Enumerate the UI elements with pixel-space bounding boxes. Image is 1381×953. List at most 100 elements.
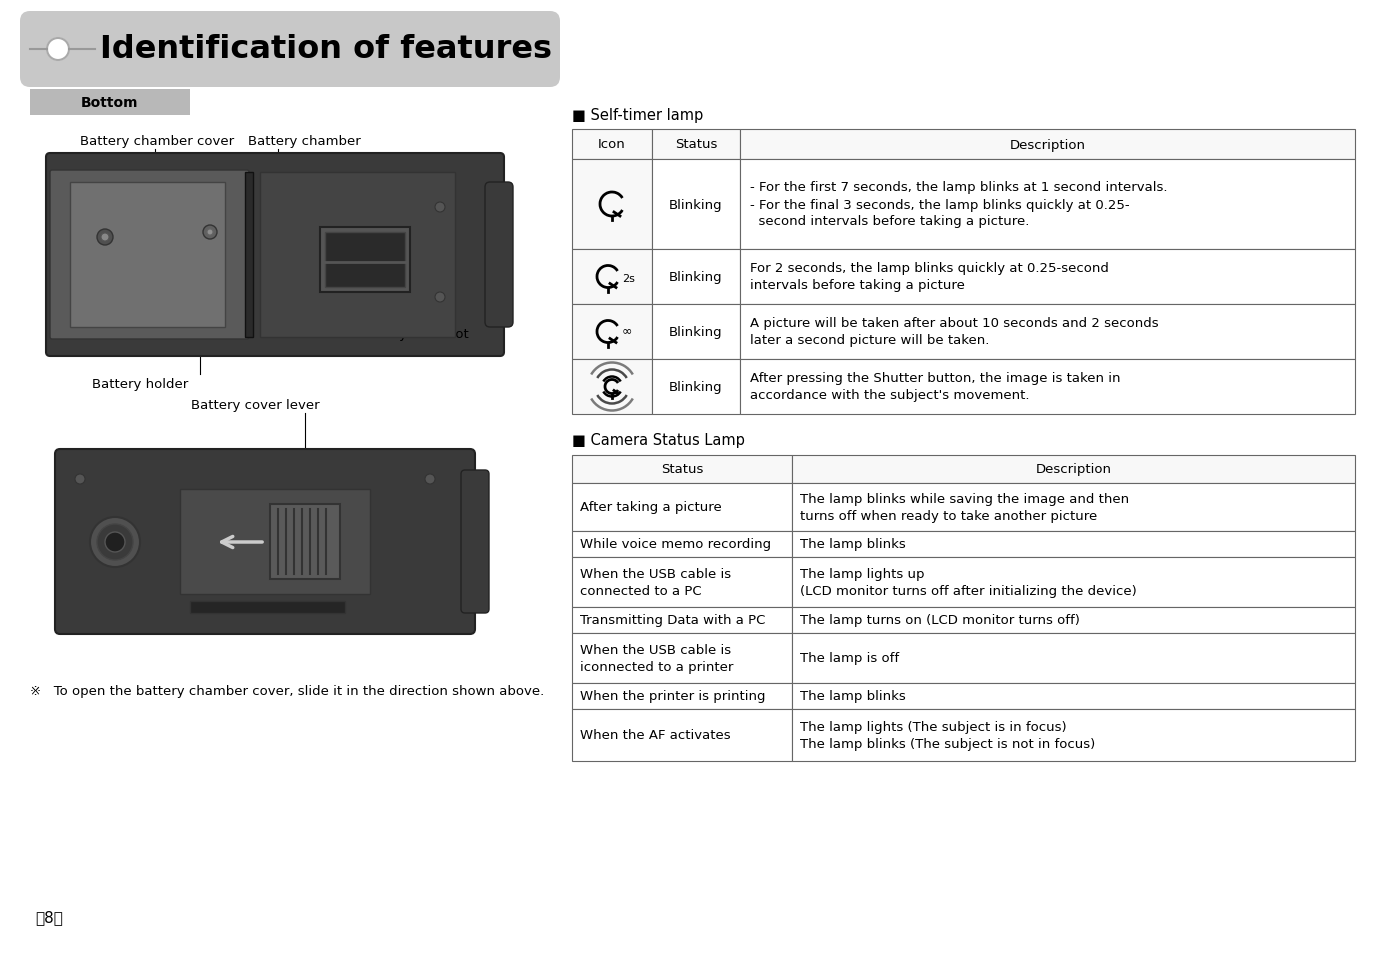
FancyBboxPatch shape bbox=[461, 471, 489, 614]
Bar bbox=[180, 490, 370, 595]
Bar bbox=[652, 250, 740, 305]
Text: The lamp turns on (LCD monitor turns off): The lamp turns on (LCD monitor turns off… bbox=[800, 614, 1080, 627]
Text: 2s: 2s bbox=[621, 274, 635, 284]
Text: 〈8〉: 〈8〉 bbox=[35, 909, 64, 924]
Bar bbox=[740, 160, 1355, 250]
Text: Transmitting Data with a PC: Transmitting Data with a PC bbox=[580, 614, 765, 627]
Bar bbox=[791, 532, 1355, 558]
Text: After taking a picture: After taking a picture bbox=[580, 501, 722, 514]
Bar bbox=[652, 160, 740, 250]
Text: After pressing the Shutter button, the image is taken in: After pressing the Shutter button, the i… bbox=[750, 372, 1120, 385]
Bar bbox=[572, 130, 652, 160]
Text: The lamp blinks: The lamp blinks bbox=[800, 690, 906, 702]
Bar bbox=[791, 558, 1355, 607]
Bar bbox=[572, 456, 791, 483]
Circle shape bbox=[101, 233, 109, 242]
Text: ■ Self-timer lamp: ■ Self-timer lamp bbox=[572, 108, 703, 123]
Text: second intervals before taking a picture.: second intervals before taking a picture… bbox=[750, 215, 1029, 229]
Circle shape bbox=[105, 533, 126, 553]
Text: Battery cover lever: Battery cover lever bbox=[191, 398, 319, 412]
Circle shape bbox=[425, 475, 435, 484]
Text: Battery chamber cover: Battery chamber cover bbox=[80, 135, 235, 148]
Text: ■ Camera Status Lamp: ■ Camera Status Lamp bbox=[572, 433, 744, 448]
Text: ※   To open the battery chamber cover, slide it in the direction shown above.: ※ To open the battery chamber cover, sli… bbox=[30, 684, 544, 698]
Bar bbox=[572, 305, 652, 359]
Bar bbox=[572, 634, 791, 683]
Text: Battery chamber: Battery chamber bbox=[249, 135, 360, 148]
FancyBboxPatch shape bbox=[50, 171, 249, 339]
Text: later a second picture will be taken.: later a second picture will be taken. bbox=[750, 335, 989, 347]
Text: Bottom: Bottom bbox=[81, 96, 138, 110]
Text: Blinking: Blinking bbox=[670, 198, 722, 212]
Bar bbox=[320, 228, 410, 293]
Text: Icon: Icon bbox=[598, 138, 626, 152]
Text: connected to a PC: connected to a PC bbox=[580, 584, 702, 598]
Text: Identification of features: Identification of features bbox=[99, 34, 552, 66]
Text: ∞: ∞ bbox=[621, 324, 632, 336]
Text: turns off when ready to take another picture: turns off when ready to take another pic… bbox=[800, 510, 1098, 522]
Text: intervals before taking a picture: intervals before taking a picture bbox=[750, 279, 965, 293]
Text: Blinking: Blinking bbox=[670, 380, 722, 394]
Bar bbox=[30, 90, 191, 116]
Text: - For the final 3 seconds, the lamp blinks quickly at 0.25-: - For the final 3 seconds, the lamp blin… bbox=[750, 198, 1130, 212]
Text: Status: Status bbox=[661, 463, 703, 476]
Bar bbox=[572, 359, 652, 415]
Bar bbox=[791, 709, 1355, 761]
Circle shape bbox=[97, 524, 133, 560]
Circle shape bbox=[203, 226, 217, 240]
Text: - For the first 7 seconds, the lamp blinks at 1 second intervals.: - For the first 7 seconds, the lamp blin… bbox=[750, 181, 1167, 194]
Text: Description: Description bbox=[1036, 463, 1112, 476]
Text: Blinking: Blinking bbox=[670, 326, 722, 338]
Bar bbox=[572, 709, 791, 761]
Text: When the USB cable is: When the USB cable is bbox=[580, 567, 731, 580]
Text: iconnected to a printer: iconnected to a printer bbox=[580, 660, 733, 673]
Bar bbox=[572, 558, 791, 607]
Circle shape bbox=[47, 39, 69, 61]
Circle shape bbox=[435, 293, 445, 303]
Bar bbox=[652, 359, 740, 415]
Circle shape bbox=[75, 475, 86, 484]
Text: accordance with the subject's movement.: accordance with the subject's movement. bbox=[750, 389, 1029, 402]
Bar bbox=[652, 305, 740, 359]
Circle shape bbox=[90, 517, 139, 567]
Bar bbox=[271, 504, 340, 579]
Bar bbox=[244, 172, 253, 337]
Text: For 2 seconds, the lamp blinks quickly at 0.25-second: For 2 seconds, the lamp blinks quickly a… bbox=[750, 262, 1109, 275]
Bar bbox=[572, 607, 791, 634]
FancyBboxPatch shape bbox=[485, 183, 512, 328]
Bar bbox=[740, 130, 1355, 160]
Text: The lamp is off: The lamp is off bbox=[800, 652, 899, 665]
Bar bbox=[740, 305, 1355, 359]
Text: Status: Status bbox=[675, 138, 717, 152]
FancyBboxPatch shape bbox=[55, 450, 475, 635]
Text: When the AF activates: When the AF activates bbox=[580, 729, 731, 741]
Bar bbox=[652, 130, 740, 160]
Bar bbox=[572, 483, 791, 532]
Text: Memory card slot: Memory card slot bbox=[354, 328, 468, 341]
Text: When the USB cable is: When the USB cable is bbox=[580, 643, 731, 657]
FancyBboxPatch shape bbox=[19, 12, 561, 88]
Bar bbox=[191, 601, 345, 614]
Bar bbox=[740, 250, 1355, 305]
Text: (LCD monitor turns off after initializing the device): (LCD monitor turns off after initializin… bbox=[800, 584, 1137, 598]
Circle shape bbox=[435, 203, 445, 213]
FancyBboxPatch shape bbox=[46, 153, 504, 356]
Bar bbox=[572, 532, 791, 558]
Text: Blinking: Blinking bbox=[670, 271, 722, 284]
Text: The lamp blinks: The lamp blinks bbox=[800, 537, 906, 551]
Bar bbox=[572, 160, 652, 250]
Bar bbox=[791, 483, 1355, 532]
Circle shape bbox=[97, 230, 113, 246]
Bar bbox=[791, 683, 1355, 709]
Bar bbox=[325, 233, 405, 288]
Text: The lamp blinks (The subject is not in focus): The lamp blinks (The subject is not in f… bbox=[800, 738, 1095, 750]
Circle shape bbox=[207, 230, 213, 235]
Bar bbox=[572, 250, 652, 305]
Text: Description: Description bbox=[1010, 138, 1085, 152]
Text: While voice memo recording: While voice memo recording bbox=[580, 537, 771, 551]
Bar bbox=[70, 183, 225, 328]
Bar bbox=[791, 634, 1355, 683]
Bar bbox=[791, 607, 1355, 634]
Text: Battery holder: Battery holder bbox=[93, 377, 188, 391]
Text: When the printer is printing: When the printer is printing bbox=[580, 690, 765, 702]
